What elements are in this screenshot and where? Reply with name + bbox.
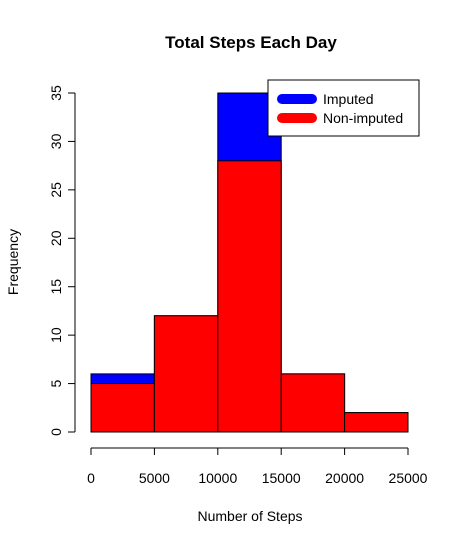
y-tick-label: 35 [48, 85, 64, 101]
non-imputed-bar-2 [153, 315, 219, 433]
non-imputed-bar-3 [217, 160, 282, 433]
legend: Imputed Non-imputed [267, 79, 420, 137]
y-tick-label: 30 [48, 133, 64, 149]
x-tick-label: 20000 [325, 470, 364, 486]
legend-box [267, 79, 420, 137]
y-tick-label: 15 [48, 279, 64, 295]
non-imputed-bar-1 [90, 383, 155, 433]
non-imputed-bar-4 [280, 373, 346, 433]
imputed-legend-label: Imputed [323, 91, 374, 107]
x-tick-label: 10000 [198, 470, 237, 486]
y-tick-label: 25 [48, 182, 64, 198]
non-imputed-legend-label: Non-imputed [323, 110, 403, 126]
non-imputed-series [90, 160, 409, 433]
x-tick-label: 5000 [139, 470, 170, 486]
y-axis: 0 5 10 15 20 25 30 35 [48, 85, 76, 436]
y-tick-label: 5 [48, 379, 64, 387]
chart-title: Total Steps Each Day [165, 33, 337, 52]
y-tick-label: 10 [48, 327, 64, 343]
x-axis-label: Number of Steps [197, 508, 302, 524]
non-imputed-bar-5 [344, 412, 409, 433]
x-tick-label: 0 [87, 470, 95, 486]
x-tick-label: 25000 [389, 470, 428, 486]
y-tick-label: 20 [48, 230, 64, 246]
y-tick-label: 0 [48, 428, 64, 436]
x-axis: 0 5000 10000 15000 20000 25000 [87, 447, 428, 486]
x-tick-label: 15000 [262, 470, 301, 486]
y-axis-label: Frequency [5, 229, 21, 295]
